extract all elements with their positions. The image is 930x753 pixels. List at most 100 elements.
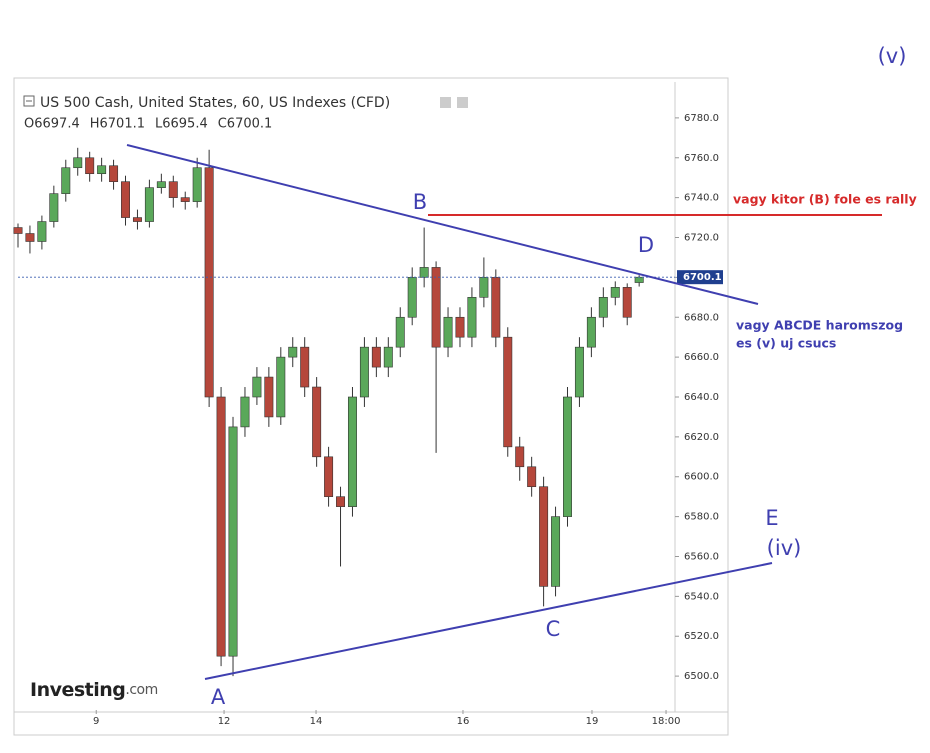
candle-body (180, 197, 190, 202)
candle-body (144, 187, 154, 222)
candle-body (73, 157, 83, 169)
y-tick-label: 6740.0 (684, 193, 719, 204)
ohlc-value: L6695.4 (155, 117, 208, 132)
candle-body (598, 297, 608, 318)
wave-label: D (638, 233, 654, 257)
candle-body (527, 466, 537, 488)
y-tick-label: 6680.0 (684, 312, 719, 323)
candle-body (228, 426, 238, 657)
candle-body (610, 287, 620, 298)
annotation: vagy ABCDE haromszog (736, 318, 903, 333)
y-tick-label: 6600.0 (684, 472, 719, 483)
plot: 6500.0 6520.0 6540.0 6560.0 6580.0 6600.0 6620… (13, 113, 723, 727)
trendline-upper (126, 144, 759, 305)
y-tick-label: 6640.0 (684, 392, 719, 403)
wave-label: E (765, 506, 778, 530)
candle-body (347, 396, 357, 507)
candle-body (336, 496, 346, 507)
x-tick-label: 18:00 (652, 716, 681, 727)
x-tick-label: 19 (586, 716, 599, 727)
candle-body (264, 376, 274, 418)
candle-body (407, 277, 417, 318)
candle-body (515, 446, 525, 468)
logo-suffix: .com (125, 682, 157, 698)
candle-body (49, 193, 59, 222)
candle-body (467, 297, 477, 338)
ohlc-value: H6701.1 (90, 117, 145, 132)
candle-body (276, 356, 286, 418)
y-tick-label: 6760.0 (684, 153, 719, 164)
candle-body (634, 276, 644, 283)
candle-body (300, 346, 310, 388)
candle-body (204, 167, 214, 398)
x-tick-label: 12 (218, 716, 231, 727)
annotation: es (v) uj csucs (736, 336, 836, 351)
instrument-title: US 500 Cash, United States, 60, US Index… (40, 95, 390, 111)
chart-frame (13, 77, 729, 736)
candle-body (121, 181, 130, 218)
ohlc-value: C6700.1 (218, 117, 273, 132)
y-tick-label: 6620.0 (684, 432, 719, 443)
logo: Investing.com (30, 679, 158, 701)
last-price-label: 6700.1 (683, 272, 722, 283)
y-tick-label: 6580.0 (684, 512, 719, 523)
logo-main: Investing (30, 679, 125, 701)
candle-body (168, 181, 178, 198)
candle-body (312, 386, 322, 458)
wave-label: (v) (878, 44, 907, 68)
candle-body (61, 167, 71, 194)
candle-body (539, 486, 549, 587)
y-tick-label: 6780.0 (684, 113, 719, 124)
candle-body (85, 157, 95, 175)
candle-body (563, 396, 572, 517)
candle-body (622, 287, 632, 318)
y-tick-label: 6540.0 (684, 591, 719, 602)
y-tick-label: 6660.0 (684, 352, 719, 363)
wave-label: C (546, 617, 561, 641)
candle-body (551, 516, 561, 587)
candle-body (192, 167, 202, 202)
candle-body (586, 316, 596, 348)
candle-body (383, 346, 393, 368)
candle-body (132, 217, 142, 222)
last-price-box (677, 270, 723, 285)
candle-body (443, 316, 453, 348)
candle-body (13, 227, 23, 234)
y-tick-label: 6720.0 (684, 233, 719, 244)
ohlc-value: O6697.4 (24, 117, 80, 132)
candle-body (37, 221, 47, 242)
annotation: vagy kitor (B) fole es rally (733, 192, 917, 207)
candle-body (431, 267, 441, 348)
wave-label: (iv) (767, 536, 802, 560)
y-tick-label: 6520.0 (684, 631, 719, 642)
candle-body (216, 396, 226, 657)
trendline-lower (204, 562, 773, 680)
x-tick-label: 14 (310, 716, 323, 727)
wave-label: B (413, 190, 427, 214)
candle-body (395, 316, 405, 348)
y-tick-label: 6500.0 (684, 671, 719, 682)
candle-body (503, 336, 513, 448)
x-tick-label: 16 (457, 716, 470, 727)
candle-body (574, 346, 584, 398)
candle-body (240, 396, 250, 428)
candle-body (455, 316, 465, 338)
candle-body (25, 233, 35, 242)
y-tick-label: 6560.0 (684, 551, 719, 562)
settings-icon[interactable] (440, 97, 451, 108)
candle-body (288, 346, 298, 358)
candle-body (359, 346, 369, 398)
candle-body (479, 277, 489, 298)
candle-body (252, 376, 262, 398)
candle-body (491, 277, 501, 338)
candle-body (156, 181, 166, 188)
settings-icon[interactable] (457, 97, 468, 108)
candle-body (324, 456, 334, 497)
candle-body (419, 267, 429, 278)
x-tick-label: 9 (93, 716, 99, 727)
candle-body (371, 346, 381, 368)
candle-body (109, 165, 119, 182)
wave-label: A (211, 685, 226, 709)
